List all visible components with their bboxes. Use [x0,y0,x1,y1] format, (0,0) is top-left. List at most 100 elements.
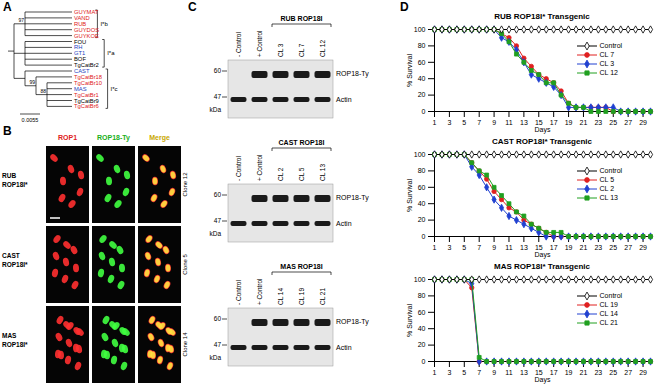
svg-text:kDa: kDa [209,354,221,361]
svg-text:21: 21 [580,119,588,126]
svg-text:Actin: Actin [336,96,352,103]
svg-text:CL 21: CL 21 [319,288,326,305]
svg-text:9: 9 [492,369,496,376]
svg-text:I*c: I*c [111,86,118,92]
svg-text:40: 40 [418,75,426,82]
svg-text:RUBROP18I*: RUBROP18I* [2,172,28,188]
svg-text:3: 3 [447,119,451,126]
svg-text:- Control: - Control [235,32,242,57]
svg-text:- Control: - Control [235,280,242,305]
svg-text:CL 13: CL 13 [319,164,326,181]
svg-text:1: 1 [433,369,437,376]
svg-text:80: 80 [418,42,426,49]
svg-text:27: 27 [624,119,632,126]
svg-text:Clone 12: Clone 12 [182,172,188,197]
svg-text:11: 11 [505,119,512,126]
svg-text:ROP1: ROP1 [58,134,77,141]
svg-text:+ Control: + Control [256,30,263,57]
svg-text:Clone 5: Clone 5 [182,254,188,275]
svg-text:99: 99 [29,79,35,85]
svg-text:88: 88 [40,88,46,94]
svg-text:5: 5 [462,369,466,376]
svg-text:Actin: Actin [336,220,352,227]
svg-text:20: 20 [418,341,426,348]
svg-text:0: 0 [422,108,426,115]
svg-text:CAST ROP18I: CAST ROP18I [279,139,325,146]
svg-text:CASTROP18I*: CASTROP18I* [2,252,28,268]
svg-text:100: 100 [414,276,426,283]
svg-text:29: 29 [639,119,647,126]
svg-text:ROP18-Ty: ROP18-Ty [336,70,369,78]
svg-text:kDa: kDa [209,230,221,237]
svg-text:+ Control: + Control [256,278,263,305]
svg-text:60: 60 [214,191,222,198]
svg-text:CL 19: CL 19 [298,288,305,305]
svg-text:CL 12: CL 12 [319,40,326,57]
svg-text:MASROP18I*: MASROP18I* [2,332,28,348]
svg-text:21: 21 [580,369,588,376]
svg-text:ROP18-Ty: ROP18-Ty [336,194,369,202]
svg-text:- Control: - Control [235,156,242,181]
svg-text:17: 17 [550,369,558,376]
svg-text:13: 13 [520,369,528,376]
svg-text:CL 7: CL 7 [298,43,305,57]
svg-text:23: 23 [594,244,602,251]
svg-text:0: 0 [422,358,426,365]
svg-text:I*b: I*b [100,21,108,27]
svg-text:80: 80 [418,292,426,299]
svg-text:Clone 14: Clone 14 [182,332,188,357]
svg-text:ROP18-Ty: ROP18-Ty [97,134,130,142]
svg-text:17: 17 [550,119,558,126]
svg-text:21: 21 [580,244,588,251]
svg-text:Merge: Merge [149,134,170,142]
svg-text:5: 5 [462,244,466,251]
svg-text:60: 60 [418,59,426,66]
svg-text:47: 47 [214,341,222,348]
svg-text:RUB ROP18I: RUB ROP18I [280,15,322,22]
svg-text:Actin: Actin [336,344,352,351]
svg-text:+ Control: + Control [256,154,263,181]
svg-text:25: 25 [609,369,617,376]
svg-text:TgCatBr6: TgCatBr6 [74,103,99,109]
svg-text:20: 20 [418,91,426,98]
svg-text:25: 25 [609,244,617,251]
svg-text:CL 3: CL 3 [277,43,284,57]
svg-text:17: 17 [550,244,558,251]
svg-text:19: 19 [565,369,573,376]
svg-text:60: 60 [214,315,222,322]
svg-text:CL 2: CL 2 [277,167,284,181]
svg-text:9: 9 [492,119,496,126]
svg-text:40: 40 [418,325,426,332]
svg-text:60: 60 [214,67,222,74]
svg-text:13: 13 [520,244,528,251]
svg-text:MAS ROP18I: MAS ROP18I [280,263,322,270]
svg-text:Days: Days [535,126,551,134]
svg-text:9: 9 [492,244,496,251]
svg-text:97: 97 [18,17,24,23]
svg-text:27: 27 [624,244,632,251]
svg-text:CL 5: CL 5 [298,167,305,181]
svg-text:23: 23 [594,119,602,126]
svg-text:29: 29 [639,369,647,376]
svg-text:29: 29 [639,244,647,251]
svg-text:I*a: I*a [107,50,115,56]
svg-text:kDa: kDa [209,106,221,113]
svg-text:60: 60 [418,309,426,316]
svg-text:Days: Days [535,376,551,384]
svg-text:% Survival: % Survival [406,54,413,88]
svg-text:60: 60 [418,184,426,191]
svg-text:5: 5 [462,119,466,126]
svg-text:19: 19 [565,244,573,251]
svg-text:11: 11 [505,244,512,251]
svg-text:20: 20 [418,216,426,223]
svg-text:27: 27 [624,369,632,376]
svg-text:23: 23 [594,369,602,376]
svg-text:7: 7 [477,369,481,376]
svg-text:3: 3 [447,369,451,376]
svg-text:13: 13 [520,119,528,126]
svg-text:CL 14: CL 14 [277,288,284,305]
svg-text:1: 1 [433,119,437,126]
svg-text:40: 40 [418,200,426,207]
svg-text:11: 11 [505,369,512,376]
svg-text:3: 3 [447,244,451,251]
